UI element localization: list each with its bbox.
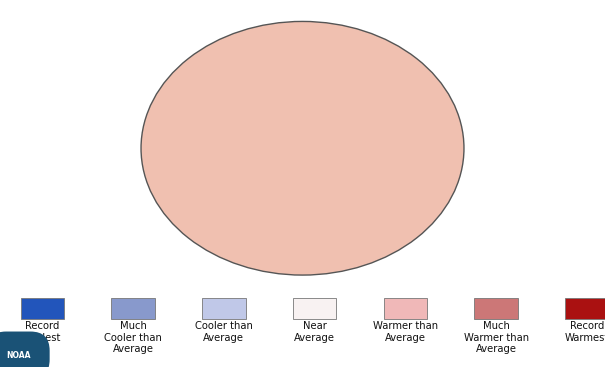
Ellipse shape — [141, 21, 464, 275]
Text: Much
Cooler than
Average: Much Cooler than Average — [104, 321, 162, 354]
FancyBboxPatch shape — [474, 298, 518, 319]
Text: Cooler than
Average: Cooler than Average — [195, 321, 253, 343]
Text: Record
Warmest: Record Warmest — [564, 321, 605, 343]
FancyBboxPatch shape — [111, 298, 155, 319]
Text: NOAA: NOAA — [6, 350, 30, 360]
Text: Warmer than
Average: Warmer than Average — [373, 321, 438, 343]
FancyBboxPatch shape — [202, 298, 246, 319]
FancyBboxPatch shape — [384, 298, 427, 319]
Text: Record
Coldest: Record Coldest — [24, 321, 61, 343]
FancyBboxPatch shape — [21, 298, 64, 319]
FancyBboxPatch shape — [293, 298, 336, 319]
Text: Much
Warmer than
Average: Much Warmer than Average — [463, 321, 529, 354]
FancyBboxPatch shape — [565, 298, 605, 319]
Text: Near
Average: Near Average — [294, 321, 335, 343]
